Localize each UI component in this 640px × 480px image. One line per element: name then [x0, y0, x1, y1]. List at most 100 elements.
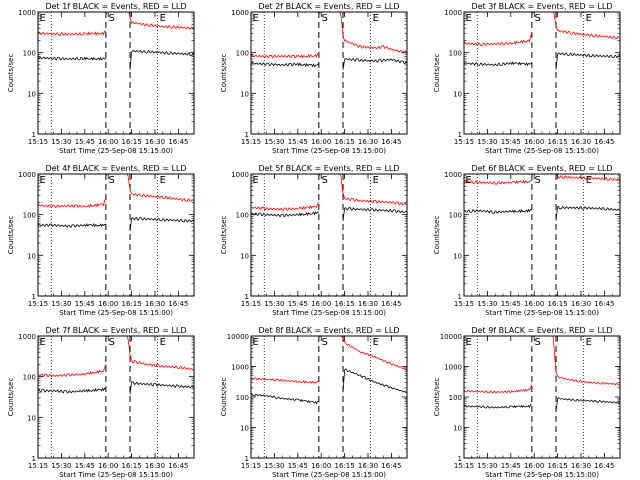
interval-marker-e: E — [253, 13, 259, 24]
y-tick-label: 1000 — [231, 364, 249, 372]
y-tick-label: 1 — [458, 293, 462, 301]
y-tick-label: 1 — [32, 455, 36, 463]
y-tick-label: 10 — [27, 90, 36, 98]
x-tick-label: 15:30 — [264, 138, 284, 146]
panel-det-7: Det 7f BLACK = Events, RED = LLD Counts/s… — [7, 326, 195, 479]
interval-marker-e: E — [40, 13, 46, 24]
x-tick-label: 15:15 — [241, 462, 261, 470]
x-axis-label: Start Time (25-Sep-08 15:15:00) — [272, 309, 386, 317]
series-lld-segment-1 — [37, 30, 107, 36]
series-events-segment-2 — [129, 49, 195, 70]
interval-marker-s: S — [322, 13, 328, 24]
series-lld-segment-1 — [251, 202, 320, 212]
y-tick-label: 10 — [240, 252, 249, 260]
y-axis-label: Counts/sec — [433, 54, 441, 93]
interval-marker-e: E — [586, 13, 592, 24]
y-tick-label: 10 — [453, 252, 462, 260]
x-axis-label: Start Time (25-Sep-08 15:15:00) — [59, 471, 173, 479]
y-tick-label: 10000 — [440, 333, 462, 341]
plot-frame — [463, 11, 621, 135]
plot-frame — [37, 335, 195, 459]
interval-marker-s: S — [322, 337, 328, 348]
x-tick-label: 15:45 — [288, 300, 308, 308]
series-events-segment-2 — [129, 217, 195, 232]
y-tick-label: 1000 — [444, 364, 462, 372]
panel-title: Det 8f BLACK = Events, RED = LLD — [258, 326, 399, 335]
interval-marker-e: E — [373, 13, 379, 24]
x-tick-label: 16:45 — [381, 462, 401, 470]
x-axis-label: Start Time (25-Sep-08 15:15:00) — [272, 147, 386, 155]
y-tick-label: 10 — [27, 252, 36, 260]
series-events-segment-1 — [463, 208, 533, 214]
x-tick-label: 16:00 — [311, 138, 331, 146]
x-tick-label: 15:45 — [501, 138, 521, 146]
x-tick-label: 15:15 — [28, 462, 48, 470]
x-tick-label: 15:15 — [241, 300, 261, 308]
y-tick-label: 100 — [449, 50, 462, 58]
series-lld-segment-3 — [339, 11, 408, 54]
panel-det-4: Det 4f BLACK = Events, RED = LLD Counts/s… — [7, 164, 195, 317]
x-tick-label: 16:45 — [168, 300, 188, 308]
x-tick-label: 15:45 — [75, 300, 95, 308]
interval-marker-s: S — [535, 13, 541, 24]
series-events-segment-2 — [342, 57, 408, 70]
y-tick-label: 1000 — [231, 9, 249, 17]
x-tick-label: 16:00 — [311, 300, 331, 308]
x-tick-label: 16:00 — [311, 462, 331, 470]
x-tick-label: 16:00 — [524, 138, 544, 146]
series-lld-segment-1 — [37, 364, 107, 378]
series-lld-segment-1 — [37, 198, 107, 209]
x-tick-label: 15:45 — [501, 462, 521, 470]
y-tick-label: 1 — [32, 131, 36, 139]
y-axis-label: Counts/sec — [220, 216, 228, 255]
series-events-segment-1 — [463, 404, 532, 409]
series-lld-segment-1 — [250, 53, 320, 59]
y-tick-label: 100 — [449, 394, 462, 402]
y-tick-label: 1 — [32, 293, 36, 301]
x-tick-label: 16:15 — [548, 300, 568, 308]
x-tick-label: 15:30 — [477, 138, 497, 146]
x-tick-label: 16:15 — [335, 462, 355, 470]
y-tick-label: 100 — [236, 50, 249, 58]
y-tick-label: 100 — [23, 212, 36, 220]
x-tick-label: 15:45 — [288, 138, 308, 146]
series-lld-segment-1 — [463, 33, 533, 47]
x-tick-label: 15:15 — [28, 300, 48, 308]
y-axis-label: Counts/sec — [433, 378, 441, 417]
interval-marker-s: S — [535, 175, 541, 186]
x-tick-label: 16:45 — [168, 462, 188, 470]
panel-title: Det 9f BLACK = Events, RED = LLD — [471, 326, 612, 335]
interval-marker-e: E — [466, 337, 472, 348]
x-tick-label: 16:15 — [335, 300, 355, 308]
y-axis-label: Counts/sec — [7, 54, 15, 93]
x-tick-label: 16:45 — [168, 138, 188, 146]
series-lld-segment-3 — [126, 173, 195, 203]
y-tick-label: 10 — [27, 414, 36, 422]
series-events-segment-1 — [250, 393, 320, 405]
interval-marker-e: E — [373, 175, 379, 186]
x-tick-label: 15:15 — [454, 138, 474, 146]
panel-det-2: Det 2f BLACK = Events, RED = LLD Counts/s… — [220, 2, 408, 155]
x-tick-label: 16:00 — [98, 462, 118, 470]
x-tick-label: 16:30 — [358, 300, 378, 308]
series-lld-segment-3 — [126, 11, 195, 30]
x-tick-label: 16:30 — [571, 300, 591, 308]
x-tick-label: 16:45 — [381, 300, 401, 308]
interval-marker-e: E — [40, 337, 46, 348]
y-tick-label: 1000 — [18, 333, 36, 341]
panel-title: Det 7f BLACK = Events, RED = LLD — [45, 326, 186, 335]
x-tick-label: 15:45 — [501, 300, 521, 308]
x-tick-label: 16:30 — [571, 462, 591, 470]
series-events-segment-1 — [37, 223, 106, 228]
panel-det-6: Det 6f BLACK = Events, RED = LLD Counts/s… — [433, 164, 621, 317]
x-axis-label: Start Time (25-Sep-08 15:15:00) — [485, 471, 599, 479]
x-axis-label: Start Time (25-Sep-08 15:15:00) — [485, 147, 599, 155]
y-tick-label: 1000 — [18, 9, 36, 17]
series-events-segment-2 — [129, 381, 195, 395]
series-lld-segment-3 — [339, 173, 408, 206]
x-tick-label: 15:45 — [288, 462, 308, 470]
x-tick-label: 16:30 — [358, 138, 378, 146]
x-tick-label: 15:30 — [264, 300, 284, 308]
x-tick-label: 16:30 — [145, 462, 165, 470]
series-lld-segment-1 — [463, 384, 533, 394]
